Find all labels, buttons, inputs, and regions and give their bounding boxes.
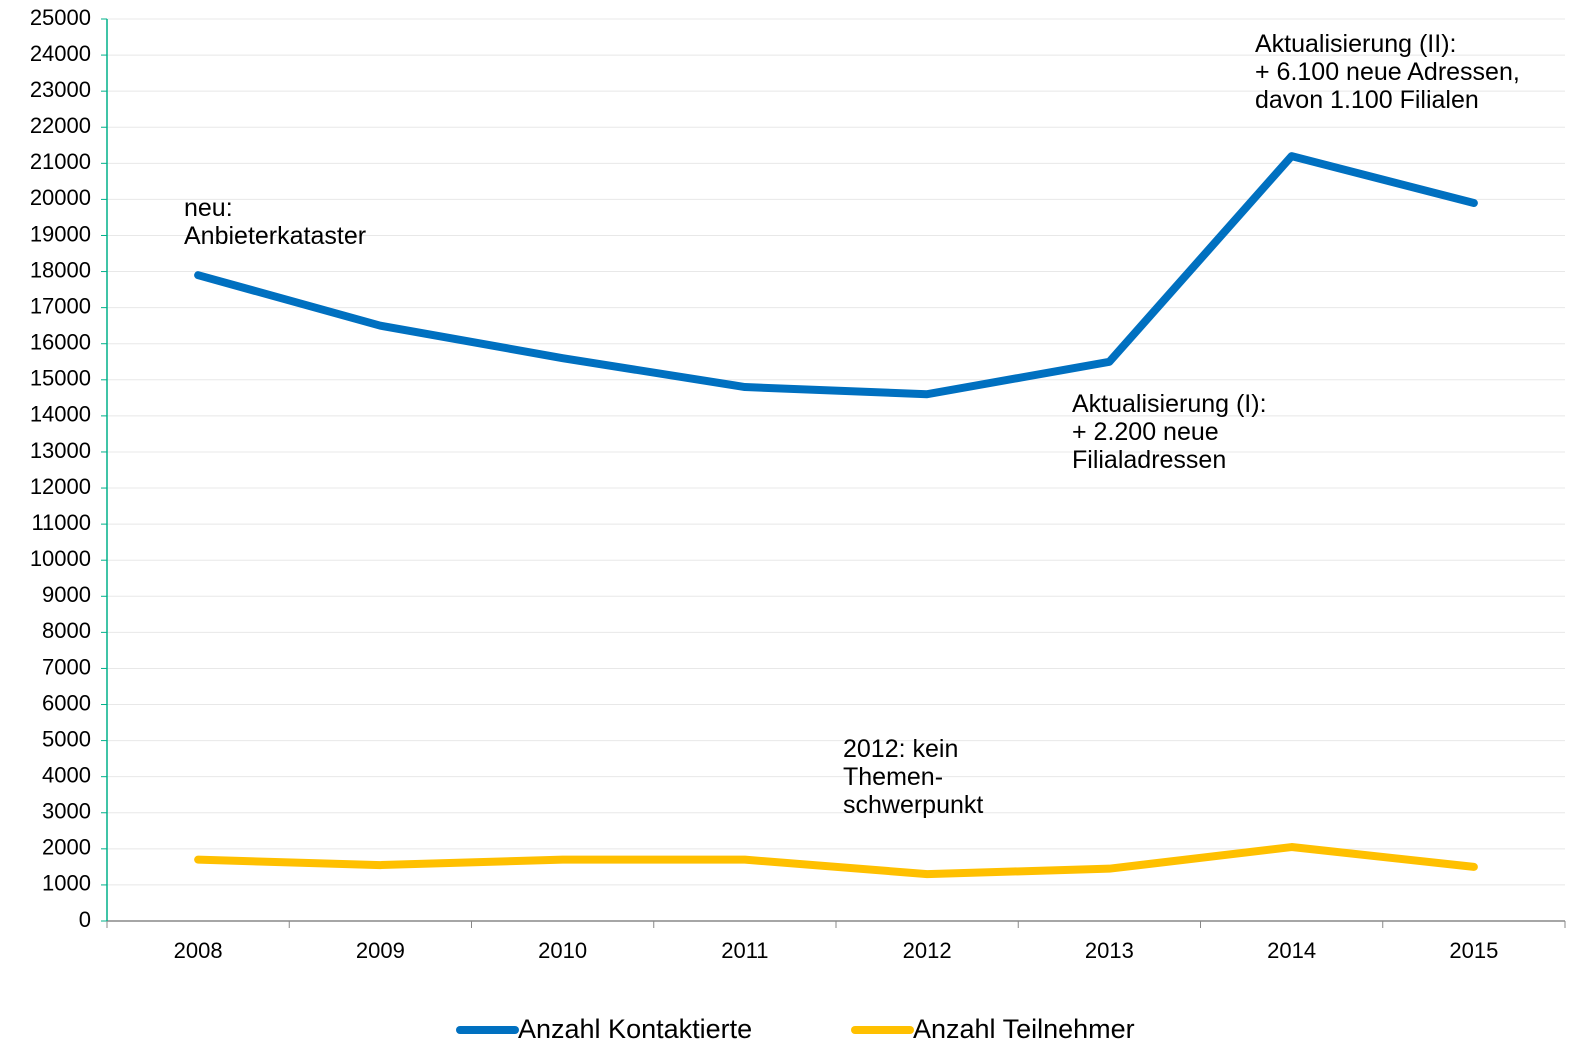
annotation: Filialadressen: [1072, 446, 1226, 474]
y-tick-label: 7000: [42, 654, 91, 679]
y-tick-label: 21000: [30, 149, 91, 174]
legend-label: Anzahl Kontaktierte: [518, 1014, 752, 1044]
y-tick-label: 25000: [30, 5, 91, 30]
annotation: + 6.100 neue Adressen,: [1255, 58, 1520, 86]
y-tick-label: 10000: [30, 546, 91, 571]
x-tick-label: 2008: [174, 938, 223, 963]
x-tick-label: 2013: [1085, 938, 1134, 963]
y-tick-label: 13000: [30, 438, 91, 463]
y-tick-label: 24000: [30, 41, 91, 66]
x-tick-label: 2014: [1267, 938, 1316, 963]
y-tick-label: 15000: [30, 366, 91, 391]
y-tick-label: 14000: [30, 402, 91, 427]
y-tick-label: 3000: [42, 799, 91, 824]
annotation: Aktualisierung (II):: [1255, 30, 1456, 58]
y-tick-label: 9000: [42, 582, 91, 607]
x-tick-label: 2011: [721, 938, 768, 963]
data-line: [194, 843, 1478, 879]
y-tick-label: 19000: [30, 221, 91, 246]
y-tick-label: 1000: [42, 871, 91, 896]
y-tick-label: 4000: [42, 762, 91, 787]
y-tick-label: 20000: [30, 185, 91, 210]
y-tick-label: 18000: [30, 257, 91, 282]
annotation: Anbieterkataster: [184, 222, 366, 250]
y-tick-label: 17000: [30, 293, 91, 318]
y-tick-label: 5000: [42, 726, 91, 751]
annotation: neu:: [184, 194, 233, 222]
annotation: schwerpunkt: [843, 791, 983, 819]
data-line: [194, 152, 1478, 399]
y-tick-label: 12000: [30, 474, 91, 499]
x-tick-label: 2012: [903, 938, 952, 963]
x-tick-label: 2015: [1449, 938, 1498, 963]
annotation: 2012: kein: [843, 735, 958, 763]
annotation: davon 1.100 Filialen: [1255, 86, 1479, 114]
annotation: Themen-: [843, 763, 943, 791]
y-tick-label: 6000: [42, 690, 91, 715]
x-tick-label: 2009: [356, 938, 405, 963]
y-tick-label: 8000: [42, 618, 91, 643]
y-tick-label: 0: [79, 907, 91, 932]
legend-label: Anzahl Teilnehmer: [913, 1014, 1135, 1044]
y-tick-label: 16000: [30, 330, 91, 355]
annotation: + 2.200 neue: [1072, 418, 1219, 446]
annotation: Aktualisierung (I):: [1072, 390, 1267, 418]
y-tick-label: 23000: [30, 77, 91, 102]
y-tick-label: 2000: [42, 835, 91, 860]
x-tick-label: 2010: [538, 938, 587, 963]
y-tick-label: 22000: [30, 113, 91, 138]
y-tick-label: 11000: [31, 510, 91, 535]
